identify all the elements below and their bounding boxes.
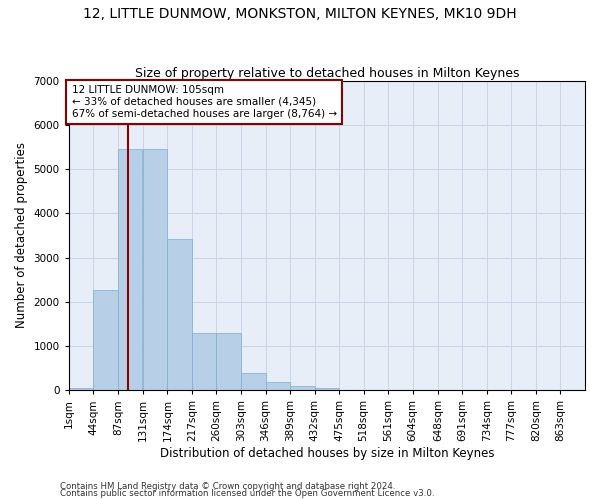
- Text: Contains public sector information licensed under the Open Government Licence v3: Contains public sector information licen…: [60, 490, 434, 498]
- Title: Size of property relative to detached houses in Milton Keynes: Size of property relative to detached ho…: [134, 66, 519, 80]
- Bar: [93, 290, 118, 390]
- Y-axis label: Number of detached properties: Number of detached properties: [15, 142, 28, 328]
- Bar: [314, 388, 339, 390]
- Bar: [143, 149, 167, 390]
- Bar: [118, 149, 142, 390]
- Bar: [69, 388, 93, 390]
- Bar: [241, 373, 266, 390]
- Text: 12, LITTLE DUNMOW, MONKSTON, MILTON KEYNES, MK10 9DH: 12, LITTLE DUNMOW, MONKSTON, MILTON KEYN…: [83, 8, 517, 22]
- Bar: [167, 238, 192, 390]
- Bar: [290, 386, 314, 390]
- Bar: [192, 333, 217, 390]
- X-axis label: Distribution of detached houses by size in Milton Keynes: Distribution of detached houses by size …: [160, 447, 494, 460]
- Text: 12 LITTLE DUNMOW: 105sqm
← 33% of detached houses are smaller (4,345)
67% of sem: 12 LITTLE DUNMOW: 105sqm ← 33% of detach…: [71, 86, 337, 118]
- Bar: [266, 382, 290, 390]
- Bar: [217, 333, 241, 390]
- Text: Contains HM Land Registry data © Crown copyright and database right 2024.: Contains HM Land Registry data © Crown c…: [60, 482, 395, 491]
